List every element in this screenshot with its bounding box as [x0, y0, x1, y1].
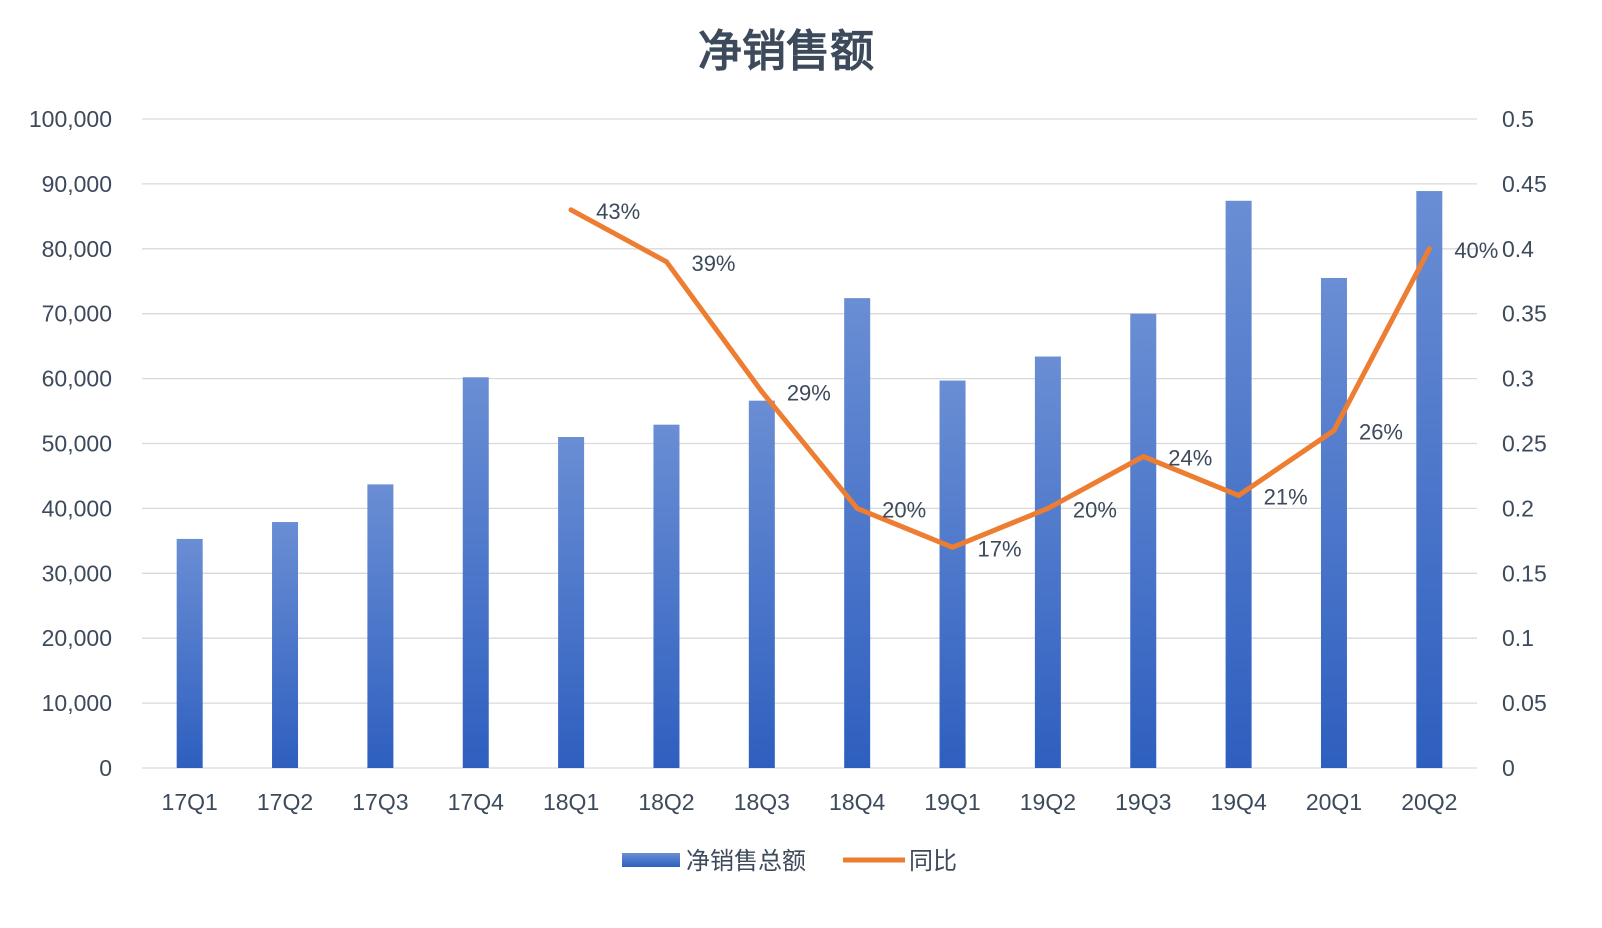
yoy-data-label: 21% [1264, 484, 1308, 509]
legend: 净销售总额 同比 [622, 847, 957, 875]
left-tick-label: 10,000 [42, 690, 112, 716]
bar [1416, 191, 1443, 768]
x-tick-label: 17Q1 [162, 789, 218, 815]
x-tick-label: 17Q3 [352, 789, 408, 815]
left-y-axis: 0 10,000 20,000 30,000 40,000 50,000 60,000 70,… [29, 106, 112, 781]
bar [462, 377, 489, 768]
x-tick-label: 17Q4 [448, 789, 504, 815]
bar-series [176, 191, 1443, 769]
left-tick-label: 30,000 [42, 560, 112, 586]
x-tick-label: 20Q1 [1306, 789, 1362, 815]
yoy-point [1045, 505, 1051, 511]
x-tick-label: 18Q2 [638, 789, 694, 815]
bar [1225, 200, 1252, 769]
line-series: 43% 39% 29% 20% 17% 20% 24% 21% 26% 40% [568, 199, 1498, 561]
x-tick-label: 19Q3 [1115, 789, 1171, 815]
x-tick-label: 18Q4 [829, 789, 885, 815]
right-tick-label: 0.2 [1502, 495, 1534, 521]
yoy-point [759, 389, 765, 395]
yoy-point [663, 259, 669, 265]
yoy-point [1331, 428, 1337, 434]
left-tick-label: 80,000 [42, 236, 112, 262]
yoy-data-label: 43% [596, 199, 640, 224]
x-tick-label: 19Q4 [1210, 789, 1266, 815]
legend-label-bar: 净销售总额 [686, 847, 806, 875]
right-tick-label: 0.35 [1502, 301, 1547, 327]
x-tick-label: 19Q2 [1020, 789, 1076, 815]
left-tick-label: 70,000 [42, 301, 112, 327]
yoy-data-label: 39% [691, 251, 735, 276]
bar [176, 538, 203, 768]
legend-swatch-bar [622, 853, 680, 867]
left-tick-label: 90,000 [42, 171, 112, 197]
legend-label-line: 同比 [909, 847, 957, 875]
yoy-data-label: 40% [1454, 238, 1498, 263]
bar [939, 380, 966, 768]
right-tick-label: 0.4 [1502, 236, 1534, 262]
bar [1034, 356, 1061, 768]
yoy-data-label: 17% [978, 536, 1022, 561]
bar [844, 298, 871, 768]
bar [1130, 313, 1157, 768]
left-tick-label: 40,000 [42, 495, 112, 521]
x-tick-label: 18Q3 [734, 789, 790, 815]
bar [558, 437, 585, 768]
right-tick-label: 0.05 [1502, 690, 1547, 716]
yoy-data-label: 26% [1359, 420, 1403, 445]
left-tick-label: 100,000 [29, 106, 112, 132]
bar [1320, 278, 1347, 768]
bar [272, 522, 299, 768]
yoy-data-label: 20% [882, 497, 926, 522]
right-tick-label: 0.5 [1502, 106, 1534, 132]
right-tick-label: 0.45 [1502, 171, 1547, 197]
x-tick-label: 17Q2 [257, 789, 313, 815]
yoy-point [1236, 492, 1242, 498]
yoy-point [568, 207, 574, 213]
right-y-axis: 0 0.05 0.1 0.15 0.2 0.25 0.3 0.35 0.4 0.45 0.5 [1502, 106, 1547, 781]
right-tick-label: 0.3 [1502, 366, 1534, 392]
yoy-point [950, 544, 956, 550]
right-tick-label: 0 [1502, 755, 1515, 781]
left-tick-label: 0 [99, 755, 112, 781]
right-tick-label: 0.25 [1502, 431, 1547, 457]
yoy-point [854, 505, 860, 511]
bar [653, 424, 680, 768]
x-tick-label: 18Q1 [543, 789, 599, 815]
left-tick-label: 50,000 [42, 431, 112, 457]
yoy-data-label: 29% [787, 381, 831, 406]
yoy-data-label: 20% [1073, 497, 1117, 522]
chart-title: 净销售额 [698, 26, 874, 77]
x-tick-label: 19Q1 [924, 789, 980, 815]
bar [748, 400, 775, 768]
right-tick-label: 0.15 [1502, 560, 1547, 586]
yoy-line [568, 207, 1432, 550]
gridlines [142, 118, 1477, 769]
x-axis: 17Q1 17Q2 17Q3 17Q4 18Q1 18Q2 18Q3 18Q4 19Q1 19Q2… [162, 789, 1458, 815]
bar [367, 484, 394, 768]
yoy-point [1426, 246, 1432, 252]
x-tick-label: 20Q2 [1401, 789, 1457, 815]
left-tick-label: 20,000 [42, 625, 112, 651]
right-tick-label: 0.1 [1502, 625, 1534, 651]
yoy-data-label: 24% [1168, 445, 1212, 470]
yoy-point [1140, 453, 1146, 459]
left-tick-label: 60,000 [42, 366, 112, 392]
